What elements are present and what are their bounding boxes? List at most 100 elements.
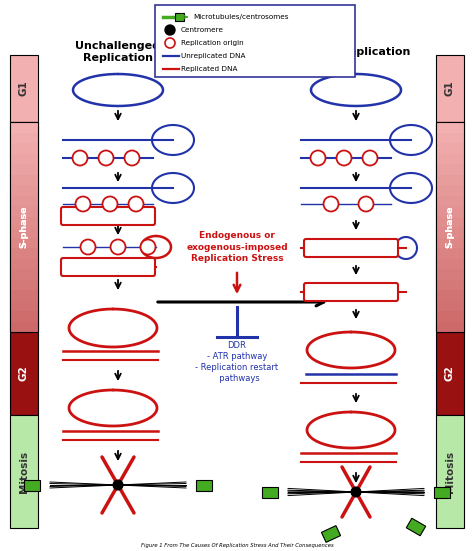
Text: Replicated DNA: Replicated DNA bbox=[181, 66, 237, 72]
Circle shape bbox=[128, 197, 144, 212]
Circle shape bbox=[75, 197, 91, 212]
Bar bbox=[10, 122, 38, 133]
Bar bbox=[436, 122, 464, 133]
Text: Under-replication: Under-replication bbox=[301, 47, 410, 57]
Bar bbox=[436, 196, 464, 207]
FancyBboxPatch shape bbox=[304, 283, 398, 301]
Text: Replication origin: Replication origin bbox=[181, 40, 244, 46]
Circle shape bbox=[323, 197, 338, 212]
Circle shape bbox=[125, 150, 139, 165]
Bar bbox=[436, 321, 464, 332]
Text: DDR
- ATR pathway
- Replication restart
  pathways: DDR - ATR pathway - Replication restart … bbox=[195, 341, 279, 383]
Text: Centromere: Centromere bbox=[181, 27, 224, 33]
Bar bbox=[10, 279, 38, 290]
Circle shape bbox=[99, 150, 113, 165]
Circle shape bbox=[165, 38, 175, 48]
Bar bbox=[10, 227, 38, 238]
Bar bbox=[436, 300, 464, 311]
Bar bbox=[436, 332, 464, 415]
Bar bbox=[436, 237, 464, 249]
FancyBboxPatch shape bbox=[61, 207, 155, 225]
Text: Mitosis: Mitosis bbox=[19, 450, 29, 493]
Bar bbox=[10, 55, 38, 122]
Bar bbox=[10, 196, 38, 207]
Circle shape bbox=[102, 197, 118, 212]
Circle shape bbox=[110, 240, 126, 255]
Bar bbox=[10, 258, 38, 269]
FancyBboxPatch shape bbox=[321, 526, 341, 542]
Bar bbox=[10, 122, 38, 332]
Text: G2: G2 bbox=[19, 366, 29, 381]
FancyBboxPatch shape bbox=[24, 479, 40, 490]
Bar bbox=[436, 122, 464, 332]
Bar bbox=[436, 206, 464, 217]
Circle shape bbox=[81, 240, 95, 255]
Circle shape bbox=[165, 25, 175, 35]
Bar bbox=[10, 332, 38, 415]
Bar bbox=[10, 164, 38, 175]
Text: G1: G1 bbox=[19, 80, 29, 96]
Bar bbox=[436, 311, 464, 322]
FancyBboxPatch shape bbox=[304, 239, 398, 257]
Bar bbox=[10, 132, 38, 143]
Circle shape bbox=[363, 150, 377, 165]
Bar bbox=[436, 415, 464, 528]
Bar bbox=[10, 237, 38, 249]
Text: S-phase: S-phase bbox=[446, 206, 455, 249]
Bar bbox=[436, 290, 464, 301]
FancyBboxPatch shape bbox=[61, 258, 155, 276]
Text: Mitosis: Mitosis bbox=[445, 450, 455, 493]
FancyBboxPatch shape bbox=[175, 13, 184, 21]
Bar bbox=[436, 164, 464, 175]
Circle shape bbox=[113, 480, 123, 490]
Bar bbox=[436, 217, 464, 228]
Text: Microtubules/centrosomes: Microtubules/centrosomes bbox=[193, 14, 289, 20]
Bar bbox=[10, 311, 38, 322]
Text: Unreplicated DNA: Unreplicated DNA bbox=[181, 53, 246, 59]
Bar bbox=[436, 122, 464, 332]
Bar bbox=[436, 269, 464, 280]
Text: G2: G2 bbox=[445, 366, 455, 381]
Circle shape bbox=[73, 150, 88, 165]
Bar bbox=[436, 279, 464, 290]
Bar bbox=[10, 300, 38, 311]
Bar bbox=[10, 415, 38, 528]
Bar bbox=[10, 248, 38, 259]
Bar bbox=[10, 122, 38, 332]
Bar bbox=[10, 154, 38, 165]
Bar bbox=[436, 143, 464, 154]
Bar bbox=[436, 258, 464, 269]
Bar bbox=[436, 185, 464, 196]
Bar bbox=[436, 175, 464, 186]
Circle shape bbox=[337, 150, 352, 165]
FancyBboxPatch shape bbox=[434, 487, 450, 498]
Bar bbox=[436, 227, 464, 238]
FancyBboxPatch shape bbox=[406, 518, 426, 536]
Bar bbox=[10, 143, 38, 154]
Bar bbox=[436, 154, 464, 165]
FancyBboxPatch shape bbox=[262, 487, 278, 498]
Bar bbox=[10, 175, 38, 186]
Text: S-phase: S-phase bbox=[19, 206, 28, 249]
Circle shape bbox=[310, 150, 326, 165]
Bar bbox=[10, 321, 38, 332]
Bar bbox=[10, 185, 38, 196]
FancyBboxPatch shape bbox=[196, 479, 212, 490]
Circle shape bbox=[351, 487, 361, 497]
Text: Figure 1 From The Causes Of Replication Stress And Their Consequences: Figure 1 From The Causes Of Replication … bbox=[141, 543, 333, 548]
Bar bbox=[10, 217, 38, 228]
Circle shape bbox=[140, 240, 155, 255]
Text: Endogenous or
exogenous-imposed
Replication Stress: Endogenous or exogenous-imposed Replicat… bbox=[186, 231, 288, 263]
FancyBboxPatch shape bbox=[155, 5, 355, 77]
Bar bbox=[436, 55, 464, 122]
Text: Unchallenged
Replication: Unchallenged Replication bbox=[75, 41, 161, 63]
Text: S-phase: S-phase bbox=[19, 206, 28, 249]
Bar bbox=[10, 290, 38, 301]
Bar bbox=[436, 248, 464, 259]
Bar bbox=[436, 132, 464, 143]
Bar bbox=[10, 206, 38, 217]
Text: S-phase: S-phase bbox=[446, 206, 455, 249]
Circle shape bbox=[358, 197, 374, 212]
Text: G1: G1 bbox=[445, 80, 455, 96]
Bar bbox=[10, 269, 38, 280]
